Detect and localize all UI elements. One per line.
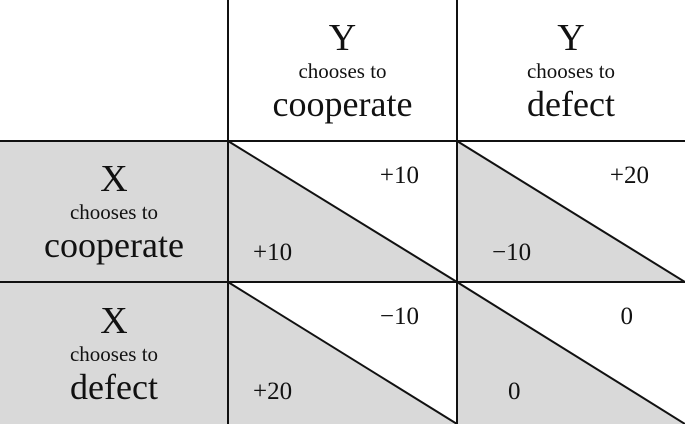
row-player-label: X: [100, 158, 128, 200]
row-sub-label: chooses to: [69, 200, 159, 224]
payoff-cc-x: +10: [253, 239, 293, 266]
row-player-label: X: [100, 299, 128, 342]
row-header-shade-defect: [0, 282, 228, 424]
payoff-dc-x: +20: [253, 378, 293, 405]
cell-cc-diagonal: [227, 140, 458, 283]
row-header-cooperate: X chooses to cooperate: [0, 141, 228, 282]
column-choice-label: cooperate: [272, 84, 413, 124]
cell-dc-diagonal: [227, 281, 458, 424]
payoff-dd-y: 0: [620, 303, 634, 330]
cell-cd-diagonal: [456, 140, 685, 283]
column-player-label: Y: [557, 17, 585, 59]
column-player-label: Y: [328, 17, 357, 59]
payoff-dc-y: −10: [379, 303, 419, 330]
payoff-cd-x: −10: [492, 239, 532, 266]
row-header-shade-cooperate: [0, 141, 228, 282]
column-choice-label: defect: [527, 84, 615, 124]
payoff-cc-y: +10: [379, 162, 419, 189]
row-choice-label: defect: [70, 366, 158, 407]
column-header-cooperate: Y chooses to cooperate: [228, 0, 457, 141]
cell-dd-diagonal: [456, 281, 685, 424]
column-sub-label: chooses to: [526, 59, 616, 83]
row-sub-label: chooses to: [69, 341, 159, 366]
payoff-cd-y: +20: [609, 162, 649, 189]
column-sub-label: chooses to: [298, 59, 387, 83]
payoff-dd-x: 0: [508, 378, 521, 405]
column-header-defect: Y chooses to defect: [457, 0, 685, 141]
row-header-defect: X chooses to defect: [0, 282, 228, 424]
row-choice-label: cooperate: [44, 225, 184, 265]
